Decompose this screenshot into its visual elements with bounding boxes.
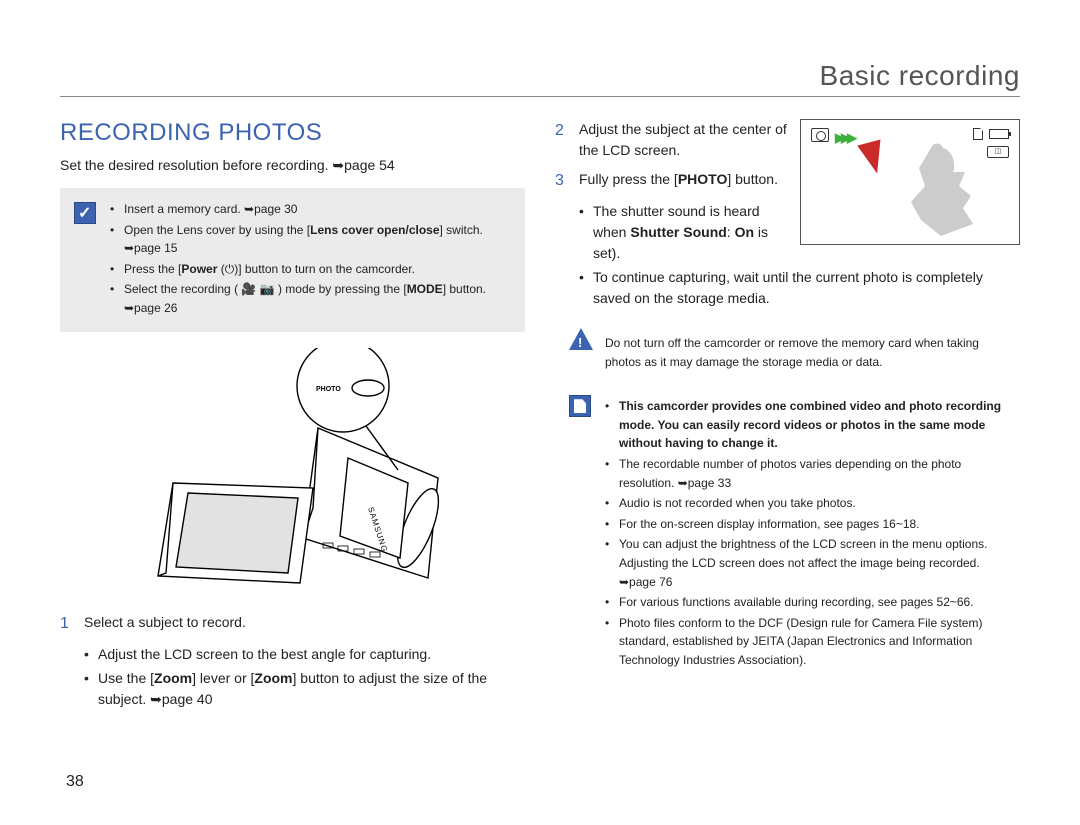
- prep-item: Select the recording ( 🎥 📷 ) mode by pre…: [110, 280, 511, 317]
- header-title: Basic recording: [60, 60, 1020, 92]
- step-number: 1: [60, 612, 74, 636]
- bullet-item: Adjust the LCD screen to the best angle …: [84, 644, 525, 665]
- step-3-bullets: The shutter sound is heard when Shutter …: [555, 201, 1020, 309]
- bullet-item: Use the [Zoom] lever or [Zoom] button to…: [84, 668, 525, 710]
- step-3: 3 Fully press the [PHOTO] button.: [555, 169, 788, 193]
- note-item: The recordable number of photos varies d…: [605, 455, 1006, 492]
- camcorder-illustration: PHOTO SAMSUNG: [118, 348, 468, 598]
- prep-item: Open the Lens cover by using the [Lens c…: [110, 221, 511, 258]
- step-1: 1 Select a subject to record.: [60, 612, 525, 636]
- left-column: RECORDING PHOTOS Set the desired resolut…: [60, 119, 525, 713]
- preparation-box: Insert a memory card. ➥page 30 Open the …: [60, 188, 525, 332]
- section-heading: RECORDING PHOTOS: [60, 119, 525, 147]
- preparation-list: Insert a memory card. ➥page 30 Open the …: [110, 200, 511, 318]
- warning-text: Do not turn off the camcorder or remove …: [605, 334, 1006, 371]
- note-item: You can adjust the brightness of the LCD…: [605, 535, 1006, 591]
- photo-button-label: PHOTO: [316, 386, 341, 393]
- camcorder-figure: PHOTO SAMSUNG: [60, 348, 525, 598]
- content-columns: RECORDING PHOTOS Set the desired resolut…: [60, 119, 1020, 713]
- bullet-item: To continue capturing, wait until the cu…: [579, 267, 1020, 309]
- warning-box: Do not turn off the camcorder or remove …: [555, 326, 1020, 379]
- notes-box: This camcorder provides one combined vid…: [555, 389, 1020, 679]
- step-text: Fully press the [PHOTO] button.: [579, 169, 788, 193]
- step-text: Select a subject to record.: [84, 612, 246, 636]
- note-item: For various functions available during r…: [605, 593, 1006, 612]
- step-number: 3: [555, 169, 569, 193]
- note-icon: [569, 395, 591, 417]
- manual-page: Basic recording RECORDING PHOTOS Set the…: [0, 0, 1080, 825]
- prep-item: Press the [Power (⏻)] button to turn on …: [110, 260, 511, 279]
- note-item: For the on-screen display information, s…: [605, 515, 1006, 534]
- step-2: 2 Adjust the subject at the center of th…: [555, 119, 788, 161]
- header-rule: [60, 96, 1020, 97]
- right-column: ▶▶▶ ◫ 2 Adjust the subject at the center…: [555, 119, 1020, 713]
- bullet-item: The shutter sound is heard when Shutter …: [579, 201, 1020, 264]
- prep-item: Insert a memory card. ➥page 30: [110, 200, 511, 219]
- notes-list: This camcorder provides one combined vid…: [605, 397, 1006, 669]
- note-item: Audio is not recorded when you take phot…: [605, 494, 1006, 513]
- intro-text: Set the desired resolution before record…: [60, 157, 525, 174]
- step-text: Adjust the subject at the center of the …: [579, 119, 788, 161]
- page-number: 38: [66, 773, 84, 791]
- warning-icon: [569, 328, 593, 350]
- checklist-icon: [74, 202, 96, 224]
- note-item: Photo files conform to the DCF (Design r…: [605, 614, 1006, 670]
- step-number: 2: [555, 119, 569, 161]
- note-item: This camcorder provides one combined vid…: [605, 397, 1006, 453]
- step-1-bullets: Adjust the LCD screen to the best angle …: [60, 644, 525, 710]
